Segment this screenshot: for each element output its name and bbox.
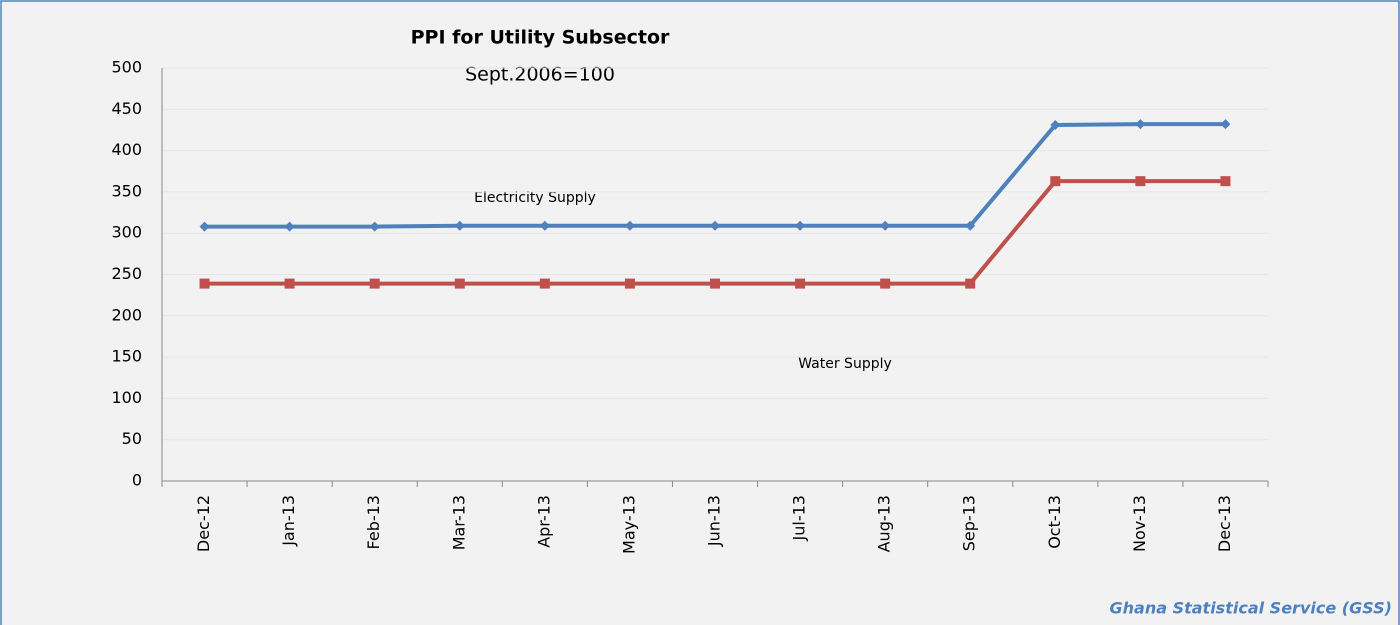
marker (710, 278, 720, 289)
marker (284, 278, 295, 289)
marker (624, 220, 635, 231)
marker (965, 220, 976, 231)
y-tick-label: 400 (111, 140, 142, 159)
marker (539, 278, 550, 289)
chart-title: PPI for Utility Subsector (411, 27, 670, 49)
marker (454, 220, 465, 231)
marker (795, 220, 806, 231)
marker (284, 221, 295, 232)
marker (710, 220, 720, 231)
chart-subtitle: Sept.2006=100 (465, 64, 615, 86)
marker (369, 221, 380, 232)
x-tick-label: Mar-13 (449, 495, 468, 550)
marker (880, 220, 891, 231)
y-tick-label: 150 (111, 347, 142, 366)
marker (1135, 119, 1146, 130)
x-tick-label: Dec-13 (1215, 495, 1234, 552)
y-tick-label: 200 (111, 305, 142, 324)
x-tick-label: Nov-13 (1130, 495, 1149, 552)
y-tick-label: 250 (111, 264, 142, 283)
marker (624, 278, 635, 289)
marker (199, 221, 210, 232)
y-tick-label: 350 (111, 181, 142, 200)
x-tick-label: Sep-13 (960, 495, 979, 551)
source-note: Ghana Statistical Service (GSS) (1110, 599, 1393, 618)
marker (965, 278, 976, 289)
x-tick-label: Jul-13 (790, 495, 809, 541)
x-tick-label: May-13 (619, 495, 638, 554)
x-tick-label: Jan-13 (279, 495, 298, 547)
x-tick-label: Apr-13 (534, 495, 553, 548)
x-tick-label: Feb-13 (364, 495, 383, 549)
marker (369, 278, 380, 289)
marker (1220, 119, 1231, 130)
marker (1050, 176, 1061, 187)
marker (1220, 176, 1231, 187)
x-tick-label: Oct-13 (1045, 495, 1064, 549)
series-label: Electricity Supply (474, 190, 596, 206)
y-tick-label: 300 (111, 223, 142, 242)
y-tick-label: 100 (111, 388, 142, 407)
y-tick-label: 450 (111, 99, 142, 118)
marker (454, 278, 465, 289)
y-tick-label: 500 (111, 58, 142, 77)
x-tick-label: Aug-13 (875, 495, 894, 552)
marker (795, 278, 806, 289)
marker (1050, 119, 1061, 130)
marker (1135, 176, 1146, 187)
x-tick-label: Dec-12 (194, 495, 213, 552)
marker (199, 278, 210, 289)
marker (539, 220, 550, 231)
marker (880, 278, 891, 289)
y-tick-label: 0 (132, 471, 142, 490)
x-tick-label: Jun-13 (705, 495, 724, 547)
series-label: Water Supply (798, 356, 892, 372)
y-tick-label: 50 (122, 429, 142, 448)
